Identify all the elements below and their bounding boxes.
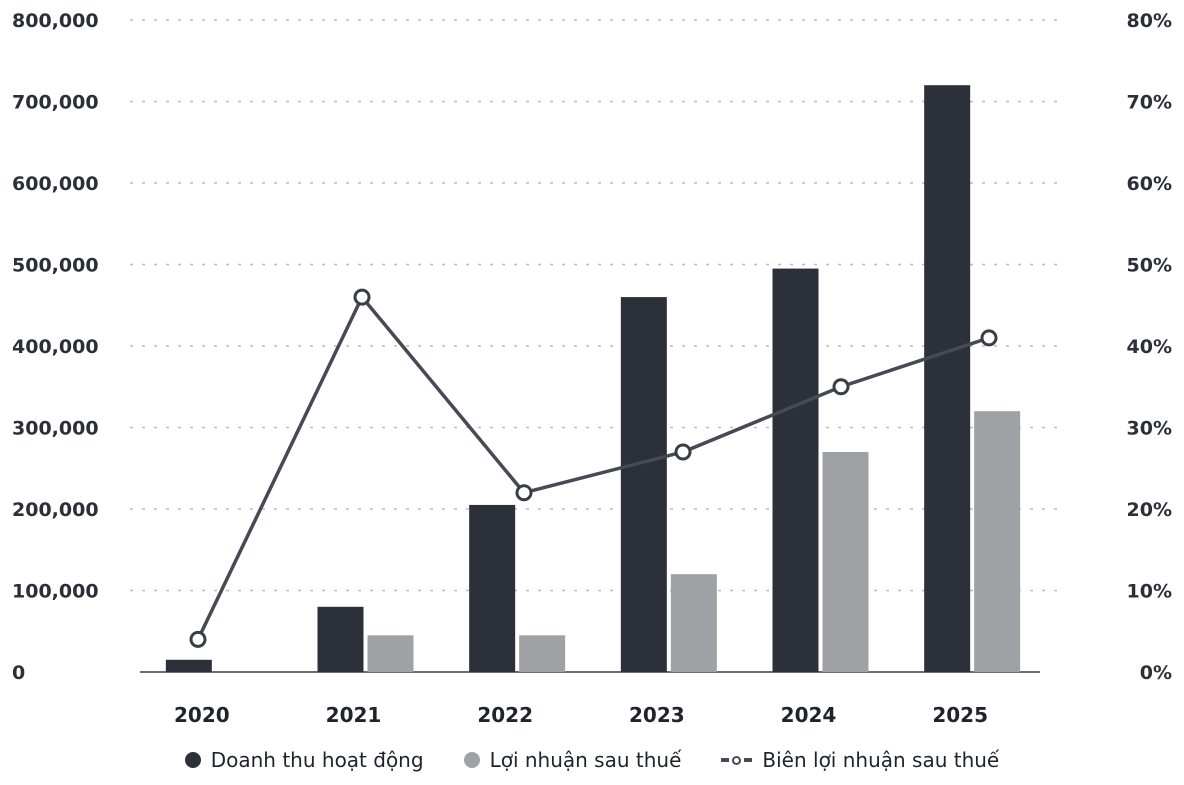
- profit-bar: [974, 411, 1021, 672]
- revenue-bar: [469, 504, 516, 672]
- margin-point: [832, 378, 850, 396]
- legend-label-revenue: Doanh thu hoạt động: [210, 748, 424, 772]
- y-right-tick-label: 50%: [1127, 255, 1172, 277]
- profit-bar: [822, 451, 869, 672]
- y-left-tick-label: 300,000: [12, 418, 99, 440]
- x-category-label: 2022: [477, 703, 533, 727]
- x-category-label: 2020: [174, 703, 230, 727]
- revenue-bar: [620, 297, 667, 672]
- y-left-tick-label: 400,000: [12, 336, 99, 358]
- y-left-tick-label: 800,000: [12, 10, 99, 32]
- margin-point: [189, 630, 207, 648]
- y-left-tick-label: 700,000: [12, 92, 99, 114]
- x-category-label: 2024: [781, 703, 837, 727]
- legend-label-margin: Biên lợi nhuận sau thuế: [762, 748, 1000, 772]
- combo-chart: 0 100,000 200,000 300,000 400,000 500,000 600,…: [12, 10, 1172, 727]
- legend-item-revenue: Doanh thu hoạt động: [184, 748, 424, 772]
- legend-swatch-revenue: [184, 752, 201, 768]
- legend-item-profit: Lợi nhuận sau thuế: [463, 748, 682, 772]
- revenue-bar: [772, 268, 819, 672]
- y-right-tick-label: 40%: [1127, 336, 1172, 358]
- margin-line: [196, 295, 990, 641]
- profit-bar: [670, 574, 717, 672]
- y-right-tick-label: 80%: [1127, 10, 1172, 32]
- margin-point: [353, 288, 371, 306]
- y-right-tick-label: 20%: [1127, 499, 1172, 521]
- y-right-tick-label: 0%: [1140, 662, 1172, 684]
- revenue-bar: [165, 659, 212, 672]
- y-left-tick-label: 200,000: [12, 499, 99, 521]
- margin-point: [674, 443, 692, 461]
- legend-label-profit: Lợi nhuận sau thuế: [489, 748, 682, 772]
- revenue-bar: [924, 85, 971, 672]
- y-left-tick-label: 100,000: [12, 581, 99, 603]
- legend-swatch-profit: [463, 752, 480, 768]
- margin-point: [515, 484, 533, 502]
- y-right-tick-label: 60%: [1127, 173, 1172, 195]
- profit-bar: [367, 635, 414, 672]
- x-category-label: 2021: [326, 703, 382, 727]
- revenue-bar: [317, 606, 364, 672]
- y-right-tick-label: 70%: [1127, 92, 1172, 114]
- legend-swatch-margin: [721, 755, 753, 765]
- margin-point: [980, 329, 998, 347]
- y-left-tick-label: 0: [12, 662, 25, 684]
- y-left-tick-label: 500,000: [12, 255, 99, 277]
- x-category-label: 2025: [932, 703, 988, 727]
- legend-item-margin: Biên lợi nhuận sau thuế: [721, 748, 999, 772]
- x-category-label: 2023: [629, 703, 685, 727]
- y-right-tick-label: 30%: [1127, 418, 1172, 440]
- profit-bar: [519, 635, 566, 672]
- chart-legend: Doanh thu hoạt động Lợi nhuận sau thuế B…: [0, 748, 1184, 772]
- y-right-tick-label: 10%: [1127, 581, 1172, 603]
- y-left-tick-label: 600,000: [12, 173, 99, 195]
